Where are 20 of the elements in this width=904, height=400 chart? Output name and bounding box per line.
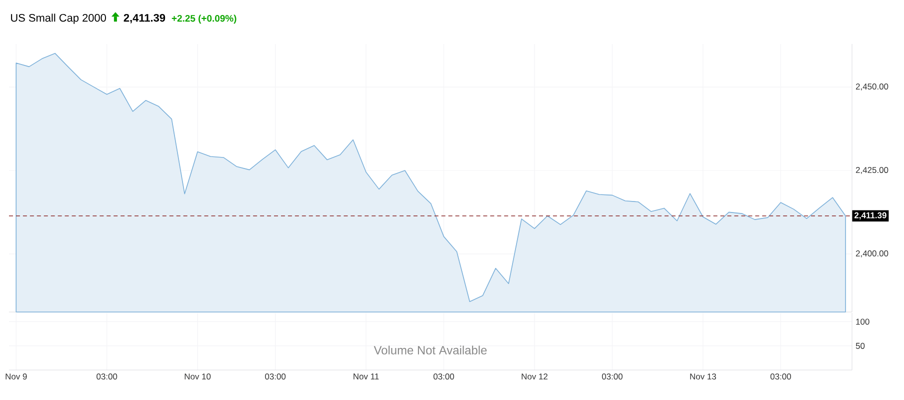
x-tick-label: 03:00: [434, 374, 454, 380]
y-tick-label: 2,400.00: [856, 250, 888, 258]
text: +2.25 (+0.09%): [172, 14, 236, 24]
x-tick-label: Nov 13: [690, 374, 716, 380]
x-tick-label: 03:00: [602, 374, 623, 380]
x-tick-label: Nov 12: [522, 374, 548, 380]
y-tick-label: 100: [856, 318, 870, 325]
text: 2,411.39: [124, 14, 166, 24]
ref-line-label: 2,411.39: [854, 212, 886, 220]
annotation: Volume Not Available: [374, 346, 487, 354]
x-tick-label: Nov 9: [6, 374, 27, 380]
y-tick-label: 50: [856, 342, 865, 349]
x-tick-label: 03:00: [96, 374, 118, 380]
chart-title: US Small Cap 2000: [11, 14, 106, 24]
y-tick-label: 2,425.00: [856, 166, 888, 174]
x-tick-label: 03:00: [265, 374, 286, 380]
x-tick-label: Nov 11: [354, 374, 379, 380]
x-tick-label: Nov 10: [184, 374, 211, 380]
y-tick-label: 2,450.00: [856, 84, 888, 91]
x-tick-label: 03:00: [770, 374, 791, 380]
